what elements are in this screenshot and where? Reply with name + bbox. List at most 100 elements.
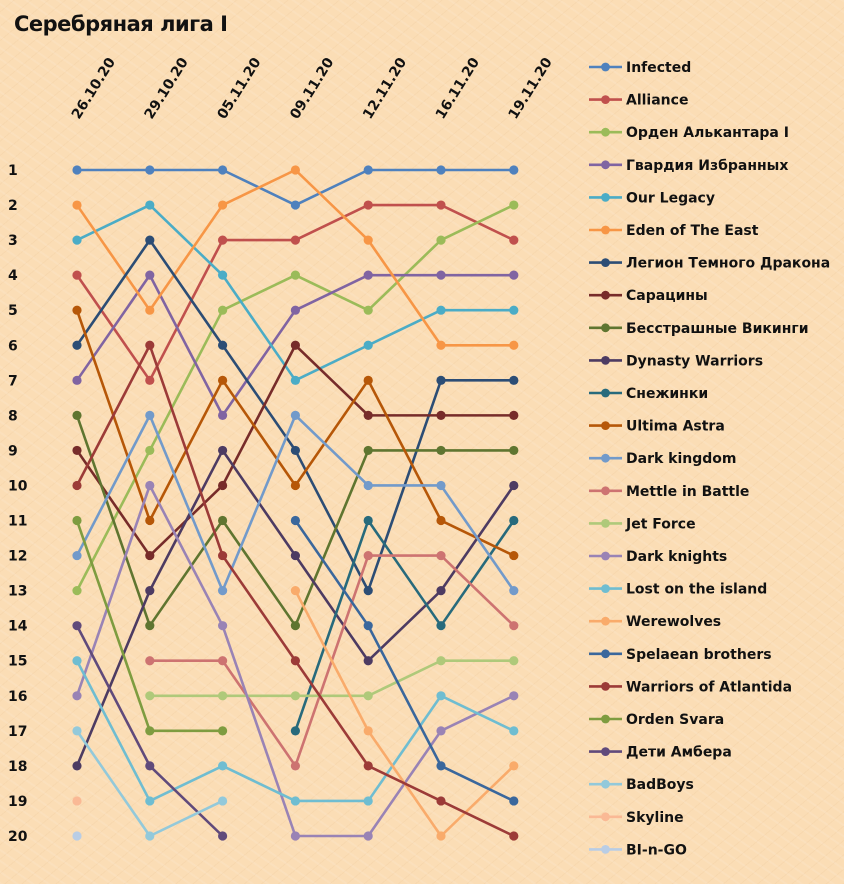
y-tick-label: 1: [8, 163, 18, 179]
data-point: [436, 480, 446, 491]
data-point: [218, 550, 228, 561]
legend-dot-marker: [601, 388, 610, 398]
data-point: [145, 305, 155, 315]
legend-item: Снежинки: [589, 386, 708, 402]
data-point: [145, 410, 155, 420]
legend-label: Dark knights: [626, 549, 727, 565]
data-point: [509, 796, 519, 806]
data-point: [145, 515, 155, 526]
data-point: [218, 165, 228, 175]
data-point: [145, 831, 155, 841]
legend-item: Werewolves: [589, 614, 721, 630]
data-point: [218, 410, 228, 420]
legend-item: BI-n-GO: [589, 842, 687, 858]
data-point: [436, 340, 446, 350]
data-point: [218, 796, 228, 806]
series-9: [72, 445, 519, 771]
data-point: [218, 235, 228, 245]
y-tick-label: 5: [8, 303, 18, 319]
data-point: [290, 200, 300, 210]
data-point: [509, 480, 519, 491]
legend-dot-marker: [601, 779, 610, 789]
data-point: [436, 550, 446, 561]
data-point: [436, 235, 446, 245]
data-point: [145, 480, 155, 491]
data-point: [290, 235, 300, 245]
data-point: [509, 761, 519, 771]
y-tick-label: 13: [8, 584, 27, 600]
legend-label: Our Legacy: [626, 190, 715, 206]
data-point: [363, 235, 373, 245]
series-line: [294, 519, 515, 732]
data-point: [436, 270, 446, 280]
data-point: [218, 200, 228, 210]
series-0: [72, 165, 519, 210]
data-point: [509, 621, 519, 631]
data-point: [72, 621, 82, 631]
legend-label: BadBoys: [626, 777, 694, 793]
legend-label: Снежинки: [626, 386, 708, 402]
legend-dot-marker: [601, 584, 610, 593]
legend-label: Дети Амбера: [626, 745, 732, 761]
y-tick-label: 2: [8, 198, 18, 214]
data-point: [290, 691, 300, 701]
legend-label: Orden Svara: [626, 712, 724, 728]
data-point: [363, 270, 373, 280]
data-point: [145, 340, 155, 350]
legend-label: Dark kingdom: [626, 451, 736, 467]
legend-dot-marker: [601, 95, 610, 104]
data-point: [509, 340, 519, 350]
legend-dot-marker: [601, 62, 610, 72]
data-point: [436, 796, 446, 806]
y-tick-label: 16: [8, 689, 27, 705]
legend-label: Dynasty Warriors: [626, 353, 763, 369]
y-tick-label: 9: [8, 443, 18, 459]
data-point: [145, 200, 155, 210]
legend-item: Бесстрашные Викинги: [589, 321, 809, 337]
data-point: [436, 656, 446, 666]
data-point: [290, 761, 300, 771]
legend-dot-marker: [601, 551, 610, 561]
data-point: [218, 375, 228, 385]
legend-label: BI-n-GO: [626, 842, 687, 858]
legend-item: Dark kingdom: [589, 451, 736, 467]
data-point: [145, 586, 155, 596]
series-6: [72, 235, 519, 596]
legend-item: Infected: [589, 60, 691, 76]
legend-item: Mettle in Battle: [589, 484, 749, 500]
chart-title: Серебряная лига I: [14, 12, 228, 36]
data-point: [509, 726, 519, 736]
legend-dot-marker: [601, 747, 610, 756]
y-tick-label: 10: [8, 478, 28, 494]
legend-item: Dynasty Warriors: [589, 353, 763, 369]
legend-item: Our Legacy: [589, 190, 715, 206]
data-point: [363, 340, 373, 350]
series-line: [149, 659, 514, 698]
legend-item: Дети Амбера: [589, 745, 732, 761]
data-point: [72, 656, 82, 666]
series-8: [72, 410, 519, 631]
series-4: [72, 200, 519, 385]
legend-dot-marker: [601, 258, 610, 267]
data-point: [72, 586, 82, 596]
data-point: [72, 726, 82, 736]
data-point: [363, 200, 373, 210]
data-point: [72, 305, 82, 315]
data-point: [436, 586, 446, 596]
data-point: [218, 480, 228, 491]
data-point: [509, 305, 519, 315]
series-15: [72, 480, 519, 841]
data-point: [290, 586, 300, 596]
legend-label: Ultima Astra: [626, 419, 725, 435]
data-point: [509, 831, 519, 841]
legend-dot-marker: [601, 127, 610, 137]
legend-item: Alliance: [589, 93, 688, 109]
data-point: [509, 410, 519, 420]
data-point: [509, 691, 519, 701]
data-point: [145, 270, 155, 280]
x-date-label: 29.10.20: [142, 55, 192, 122]
legend-label: Mettle in Battle: [626, 484, 749, 500]
x-date-label: 09.11.20: [287, 55, 337, 122]
series-10: [290, 515, 519, 736]
